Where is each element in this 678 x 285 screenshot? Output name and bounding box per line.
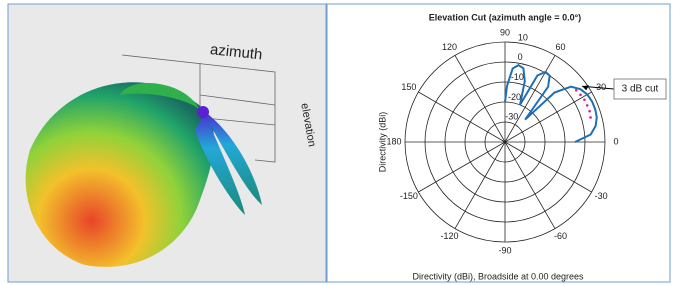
polar-chart: Elevation Cut (azimuth angle = 0.0°) Dir… (0, 0, 678, 285)
cut-marker (575, 89, 578, 92)
cut-marker (583, 98, 586, 101)
bottom-label: Directivity (dBi), Broadside at 0.00 deg… (412, 271, 584, 281)
r-tick-label: -30 (505, 112, 518, 122)
spoke (505, 142, 592, 192)
theta-tick-label: -30 (595, 191, 608, 201)
spoke (418, 142, 505, 192)
theta-tick-label: -120 (440, 231, 458, 241)
cut-marker (586, 104, 589, 107)
chart-title: Elevation Cut (azimuth angle = 0.0°) (429, 12, 581, 22)
spoke (455, 55, 505, 142)
theta-tick-label: -90 (498, 245, 511, 255)
spoke (505, 142, 555, 229)
r-tick-label: -10 (511, 72, 524, 82)
theta-tick-label: 30 (596, 82, 606, 92)
theta-tick-label: 0 (613, 136, 618, 146)
theta-tick-label: 60 (555, 42, 565, 52)
cut-marker (588, 110, 591, 113)
cut-marker (589, 116, 592, 119)
r-tick-label: 0 (518, 52, 523, 62)
theta-tick-label: 150 (401, 82, 416, 92)
cut-marker (579, 94, 582, 97)
theta-tick-label: 120 (442, 42, 457, 52)
spoke (455, 142, 505, 229)
theta-tick-label: 90 (500, 27, 510, 37)
r-tick-label: 10 (518, 32, 528, 42)
r-tick-label: -20 (508, 92, 521, 102)
annotation-text: 3 dB cut (622, 84, 659, 95)
screenshot: azimuth elevation Elevation Cut (azimuth… (0, 0, 678, 285)
spoke (418, 92, 505, 142)
theta-tick-label: 180 (386, 136, 401, 146)
theta-tick-label: -60 (554, 231, 567, 241)
theta-tick-label: -150 (400, 191, 418, 201)
